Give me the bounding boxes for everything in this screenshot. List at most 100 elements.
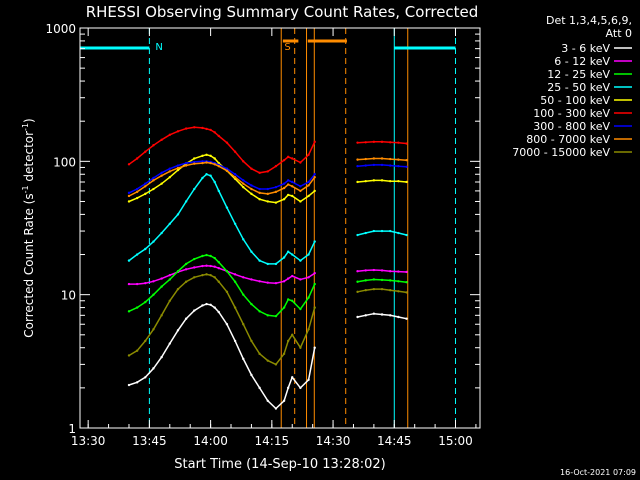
- data-point: [233, 222, 237, 226]
- data-point: [168, 299, 171, 302]
- legend-label-2: 12 - 25 keV: [547, 68, 610, 81]
- data-point: [250, 373, 253, 377]
- data-point: [307, 378, 310, 381]
- x-axis-ticks: 13:30 13:45 14:00 14:15 14:30 14:45 15:00: [71, 28, 477, 448]
- data-point: [313, 176, 316, 179]
- legend-label-3: 25 - 50 keV: [547, 81, 610, 94]
- y-tick-label-0: 1: [68, 422, 76, 436]
- data-point: [389, 179, 392, 183]
- legend-label-6: 300 - 800 keV: [533, 120, 610, 133]
- data-point: [356, 233, 359, 237]
- data-point: [127, 191, 131, 195]
- series-3: [127, 173, 408, 266]
- data-point: [250, 339, 253, 343]
- data-point: [193, 126, 196, 129]
- series-5: [127, 126, 408, 175]
- data-point: [372, 157, 376, 160]
- x-tick-label-2: 14:00: [193, 434, 228, 448]
- data-point: [209, 303, 212, 306]
- data-point: [225, 290, 229, 294]
- data-point: [250, 278, 253, 281]
- series-lines: [127, 126, 408, 410]
- data-point: [291, 185, 294, 188]
- data-point: [160, 277, 163, 280]
- data-point: [291, 180, 294, 184]
- data-point: [135, 190, 139, 194]
- data-point: [205, 302, 208, 306]
- data-point: [274, 185, 278, 189]
- data-point: [286, 179, 290, 182]
- data-point: [242, 182, 245, 185]
- data-point: [274, 363, 278, 366]
- data-point: [405, 165, 408, 168]
- plot-frame: [79, 27, 481, 429]
- data-point: [217, 189, 220, 193]
- data-point: [135, 381, 139, 384]
- y-axis-label-mid: detector: [22, 131, 36, 186]
- data-point: [356, 158, 359, 161]
- data-point: [313, 306, 316, 309]
- data-point: [274, 201, 278, 204]
- data-point: [380, 313, 384, 316]
- legend-header-line1: Det 1,3,4,5,6,9,: [546, 14, 632, 27]
- data-point: [291, 157, 294, 160]
- data-point: [405, 281, 408, 284]
- data-point: [356, 290, 359, 294]
- data-point: [258, 187, 261, 191]
- data-point: [282, 158, 286, 162]
- data-point: [135, 349, 139, 352]
- data-point: [176, 269, 180, 273]
- data-point: [258, 259, 261, 262]
- data-point: [160, 285, 163, 288]
- data-point: [135, 306, 139, 309]
- data-point: [405, 142, 408, 145]
- data-point: [372, 163, 376, 167]
- data-point: [313, 189, 316, 193]
- data-point: [282, 352, 286, 356]
- data-point: [258, 352, 261, 356]
- data-point: [127, 383, 131, 387]
- data-point: [160, 171, 163, 175]
- data-point: [307, 153, 310, 156]
- data-point: [397, 315, 400, 319]
- data-point: [389, 314, 392, 317]
- data-point: [201, 161, 204, 165]
- data-point: [213, 131, 216, 134]
- data-point: [282, 399, 286, 402]
- data-point: [144, 185, 147, 188]
- data-point: [364, 314, 367, 317]
- data-point: [397, 141, 400, 144]
- series-0: [127, 302, 408, 410]
- series-7: [127, 157, 408, 198]
- y-axis-label-sup1: -1: [21, 185, 30, 193]
- data-point: [225, 206, 229, 209]
- data-point: [217, 164, 220, 168]
- data-point: [286, 339, 290, 343]
- x-tick-label-3: 14:15: [255, 434, 290, 448]
- data-point: [372, 312, 376, 315]
- data-point: [205, 161, 208, 164]
- data-point: [299, 161, 302, 164]
- data-point: [213, 276, 216, 279]
- data-point: [274, 407, 278, 410]
- data-point: [356, 164, 359, 168]
- data-point: [274, 281, 278, 285]
- footer-timestamp: 16-Oct-2021 07:09: [560, 468, 636, 477]
- data-point: [356, 280, 359, 283]
- data-point: [209, 254, 212, 258]
- series-8: [127, 273, 408, 366]
- data-point: [299, 278, 302, 281]
- data-point: [364, 179, 367, 183]
- data-point: [258, 280, 261, 283]
- data-point: [168, 133, 171, 137]
- annotation-0: N: [155, 42, 162, 53]
- data-point: [209, 128, 212, 132]
- data-point: [250, 302, 253, 306]
- data-point: [168, 342, 171, 345]
- data-point: [225, 167, 229, 170]
- data-point: [266, 314, 269, 317]
- data-point: [205, 173, 208, 176]
- data-point: [397, 290, 400, 293]
- data-point: [193, 257, 196, 261]
- data-point: [209, 174, 212, 177]
